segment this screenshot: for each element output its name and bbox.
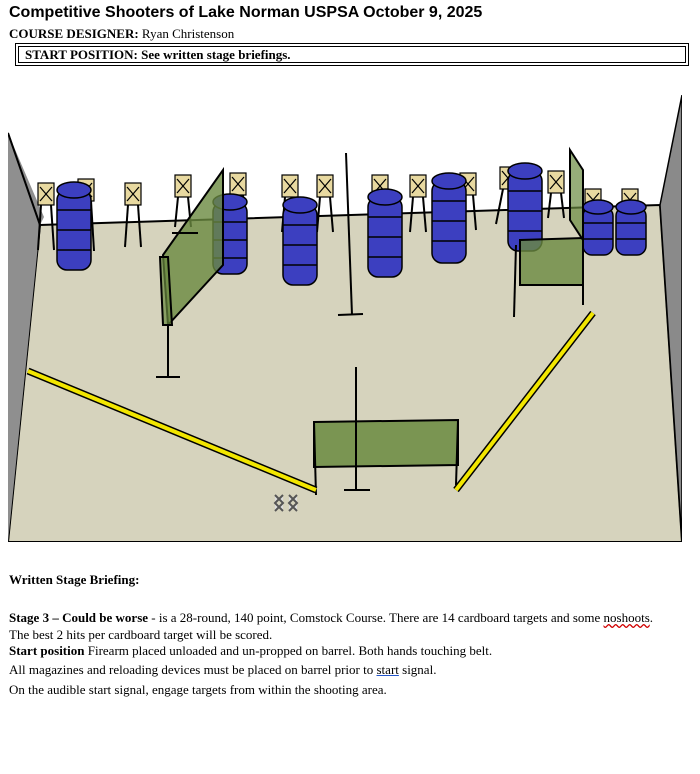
designer-label: COURSE DESIGNER: [9,26,139,41]
fault-lines [26,310,596,494]
briefing-start-line: Start position Firearm placed unloaded a… [9,643,493,658]
briefing-magazines-line: All magazines and reloading devices must… [9,662,437,677]
noshoots-word: noshoots [603,610,650,625]
stage-label: Stage 3 – Could be worse [9,610,149,625]
target-group [37,166,639,252]
briefing-scoring-line: The best 2 hits per cardboard target wil… [9,627,273,642]
right-berm-wall [659,95,682,542]
start-position-text: START POSITION: See written stage briefi… [18,46,686,63]
start-label: Start position [9,643,85,658]
stage-diagram [8,95,682,542]
briefing-heading: Written Stage Briefing: [9,572,140,587]
start-position-box: START POSITION: See written stage briefi… [15,43,689,66]
barrel-group [56,162,647,286]
start-position-marker [273,494,299,512]
briefing-signal-line: On the audible start signal, engage targ… [9,682,387,697]
briefing-stage-line: Stage 3 – Could be worse - is a 28-round… [9,610,654,625]
start-word: start [376,662,399,677]
course-designer: COURSE DESIGNER: Ryan Christenson [9,26,234,42]
wall-panels [156,146,584,496]
designer-name: Ryan Christenson [141,26,235,41]
page-title: Competitive Shooters of Lake Norman USPS… [9,4,483,21]
